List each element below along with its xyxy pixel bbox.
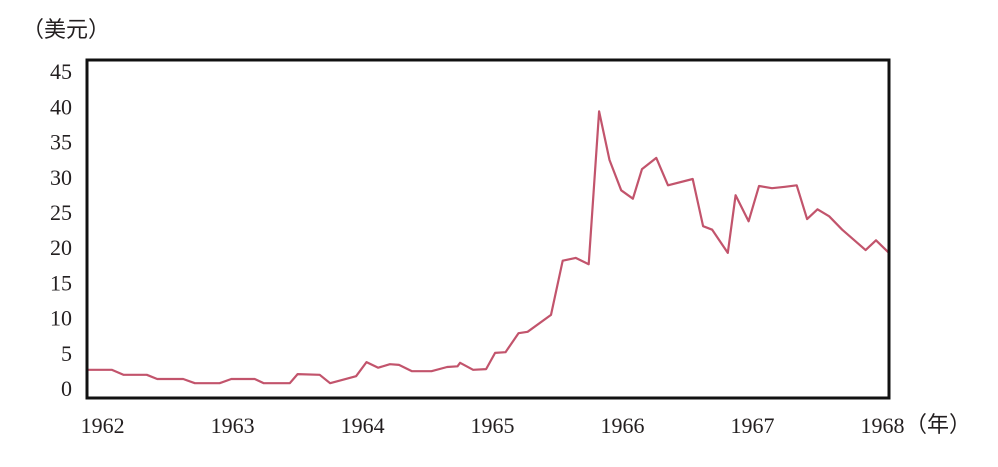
y-axis-label: （美元） (22, 17, 110, 42)
y-tick-label: 20 (50, 235, 72, 260)
y-tick-label: 45 (50, 59, 72, 84)
x-tick-label: 1965 (471, 413, 515, 438)
y-tick-label: 30 (50, 165, 72, 190)
x-tick-label: 1968 (861, 413, 905, 438)
x-tick-label: 1967 (731, 413, 775, 438)
x-axis-label: （年） (905, 412, 971, 437)
y-tick-label: 0 (61, 376, 72, 401)
x-tick-label: 1966 (601, 413, 645, 438)
y-tick-label: 25 (50, 200, 72, 225)
y-tick-label: 15 (50, 270, 72, 295)
x-tick-label: 1963 (211, 413, 255, 438)
y-tick-label: 10 (50, 306, 72, 331)
y-tick-label: 40 (50, 94, 72, 119)
y-tick-label: 35 (50, 130, 72, 155)
y-tick-label: 5 (61, 341, 72, 366)
plot-frame (85, 58, 891, 400)
data-line (87, 110, 890, 385)
x-tick-label: 1964 (341, 413, 385, 438)
x-tick-label: 1962 (81, 413, 125, 438)
